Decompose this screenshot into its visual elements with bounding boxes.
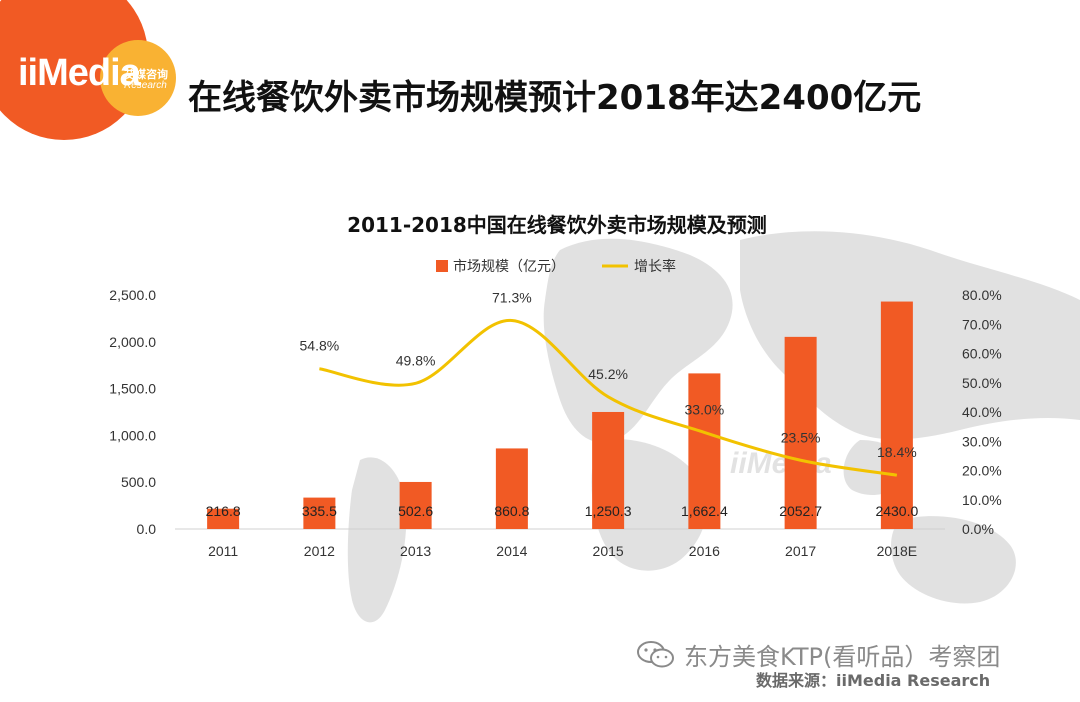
x-tick-label: 2011	[208, 543, 238, 559]
logo-brand-cn: 艾媒咨询	[124, 69, 168, 81]
x-axis: 2011 2012 2013 2014 2015 2016 2017 2018E	[208, 543, 917, 559]
x-tick-label: 2012	[304, 543, 335, 559]
bar-value-label: 2052.7	[779, 503, 822, 519]
x-tick-label: 2017	[785, 543, 816, 559]
page-title: 在线餐饮外卖市场规模预计2018年达2400亿元	[188, 78, 922, 118]
bar	[303, 497, 336, 529]
chart-title: 2011-2018中国在线餐饮外卖市场规模及预测	[347, 213, 767, 237]
growth-rate-label: 49.8%	[396, 352, 436, 368]
right-tick-label: 0.0%	[962, 521, 994, 537]
legend-swatch-market-size	[436, 260, 448, 272]
legend-label-growth-rate: 增长率	[634, 258, 676, 275]
data-source: 数据来源：iiMedia Research	[756, 671, 991, 690]
bar-value-label: 2430.0	[875, 503, 918, 519]
growth-rate-label: 33.0%	[685, 401, 725, 417]
growth-rate-label: 23.5%	[781, 429, 821, 445]
bar-value-label: 335.5	[302, 503, 337, 519]
bar-value-label: 860.8	[494, 503, 529, 519]
bar-value-label: 216.8	[206, 503, 241, 519]
wechat-watermark: 东方美食KTP(看听品）考察团	[636, 636, 1056, 672]
bar-value-label: 502.6	[398, 503, 433, 519]
growth-rate-label: 45.2%	[588, 366, 628, 382]
bar	[495, 448, 528, 529]
logo-yellow-circle	[100, 40, 176, 116]
wechat-icon	[637, 641, 674, 668]
right-tick-label: 80.0%	[962, 287, 1002, 303]
bar	[688, 373, 721, 529]
bar	[880, 301, 913, 529]
x-tick-label: 2014	[496, 543, 527, 559]
growth-rate-line	[319, 318, 898, 477]
left-tick-label: 1,500.0	[109, 381, 156, 397]
x-tick-label: 2013	[400, 543, 431, 559]
bar-value-label: 1,250.3	[585, 503, 632, 519]
chart-legend: 市场规模（亿元） 增长率	[436, 258, 676, 275]
bar-value-label: 1,662.4	[681, 503, 728, 519]
right-tick-label: 60.0%	[962, 346, 1002, 362]
iimedia-logo: iiMedia 艾媒咨询 Research	[0, 0, 190, 150]
growth-rate-label: 54.8%	[300, 338, 340, 354]
right-tick-label: 70.0%	[962, 316, 1002, 332]
left-tick-label: 2,500.0	[109, 287, 156, 303]
x-tick-label: 2018E	[877, 543, 917, 559]
logo-brand-en: Research	[124, 80, 167, 91]
bar-series: 216.8 335.5 502.6 860.8 1,250.3 1,662.4 2052.7…	[206, 301, 918, 529]
growth-rate-label: 18.4%	[877, 444, 917, 460]
left-tick-label: 0.0	[137, 521, 157, 537]
right-tick-label: 20.0%	[962, 463, 1002, 479]
watermark-text: 东方美食KTP(看听品）考察团	[684, 642, 1001, 671]
logo-brand-text: iiMedia	[18, 52, 141, 94]
right-axis: 0.0% 10.0% 20.0% 30.0% 40.0% 50.0% 60.0% 70.0% 8…	[962, 287, 1002, 537]
bar	[207, 508, 240, 529]
legend-label-market-size: 市场规模（亿元）	[453, 258, 565, 275]
left-tick-label: 2,000.0	[109, 334, 156, 350]
bar	[592, 411, 625, 529]
right-tick-label: 30.0%	[962, 433, 1002, 449]
bar	[784, 336, 817, 529]
left-tick-label: 500.0	[121, 474, 156, 490]
growth-rate-label: 71.3%	[492, 289, 532, 305]
x-tick-label: 2016	[689, 543, 720, 559]
bar	[399, 481, 432, 529]
right-tick-label: 50.0%	[962, 375, 1002, 391]
right-tick-label: 40.0%	[962, 404, 1002, 420]
left-axis: 0.0 500.0 1,000.0 1,500.0 2,000.0 2,500.0	[109, 287, 156, 537]
left-tick-label: 1,000.0	[109, 427, 156, 443]
x-tick-label: 2015	[593, 543, 624, 559]
growth-rate-series: 54.8% 49.8% 71.3% 45.2% 33.0% 23.5% 18.4%	[300, 289, 917, 477]
right-tick-label: 10.0%	[962, 492, 1002, 508]
